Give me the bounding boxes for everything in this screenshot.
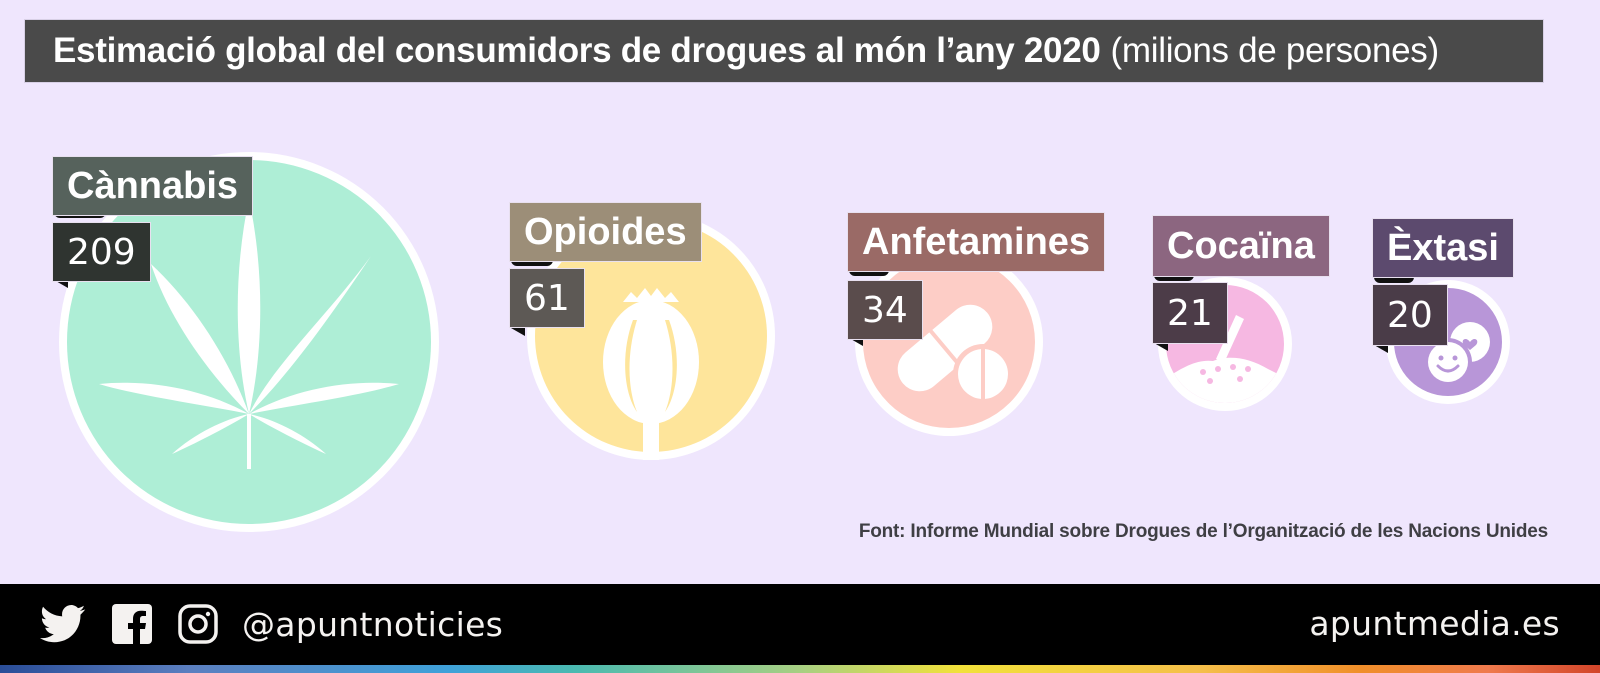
label-cannabis: Cànnabis [52, 156, 254, 216]
rainbow-stripe [0, 665, 1600, 673]
label-opioides: Opioides [509, 202, 702, 262]
value-cocaina: 21 [1152, 282, 1228, 344]
cannabis-leaf-icon [99, 199, 399, 469]
social-links: @apuntnoticies [40, 604, 503, 644]
bubble-anfetamines [855, 248, 1043, 436]
social-handle[interactable]: @apuntnoticies [242, 604, 504, 644]
title-main: Estimació global del consumidors de drog… [53, 31, 1101, 70]
value-extasi: 20 [1372, 284, 1448, 346]
pills-icon [897, 304, 1013, 404]
website-link[interactable]: apuntmedia.es [1309, 604, 1560, 643]
label-extasi: Èxtasi [1372, 218, 1514, 278]
facebook-icon[interactable] [112, 604, 152, 644]
chart-title: Estimació global del consumidors de drog… [24, 19, 1544, 83]
value-anfetamines: 34 [847, 280, 923, 340]
title-unit: (milions de persones) [1110, 31, 1440, 70]
value-opioides: 61 [509, 268, 585, 328]
ecstasy-smiley-icon [1424, 322, 1490, 386]
poppy-pod-icon [603, 288, 699, 460]
label-anfetamines: Anfetamines [847, 212, 1106, 272]
footer-bar [0, 584, 1600, 665]
cocaine-powder-icon [1168, 315, 1284, 403]
instagram-icon[interactable] [178, 604, 218, 644]
twitter-icon[interactable] [40, 604, 86, 644]
source-note: Font: Informe Mundial sobre Drogues de l… [858, 521, 1548, 542]
label-cocaina: Cocaïna [1152, 215, 1330, 277]
value-cannabis: 209 [52, 222, 151, 282]
